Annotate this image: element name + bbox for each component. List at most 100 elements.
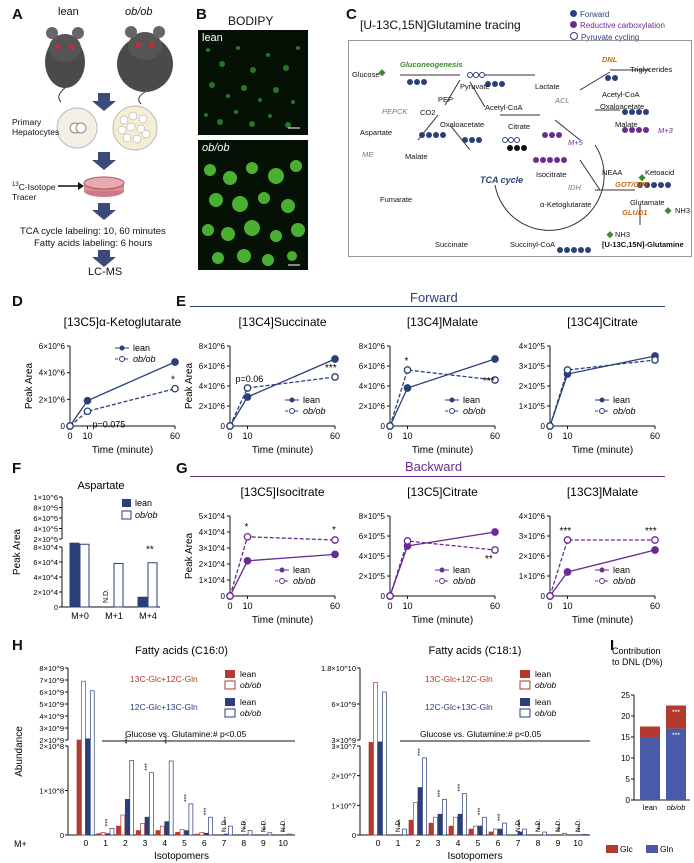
- y-tick-label: 2×10^5: [519, 382, 546, 391]
- x-tick-label: 10: [402, 601, 412, 611]
- x-tick-label: 60: [490, 431, 500, 441]
- bar-13c-glc-lean: [195, 833, 200, 836]
- lean-label: lean: [58, 6, 79, 18]
- y-tick-label: 4×10^4: [199, 528, 226, 537]
- chart-title: [13C5]Citrate: [407, 485, 478, 499]
- panel-a: A lean ob/ob: [0, 0, 190, 285]
- bar-13c-gln-ob-ob: [287, 833, 292, 836]
- x-tick-label: 6: [496, 838, 501, 848]
- bar-obob: [79, 543, 90, 608]
- data-point: [651, 536, 659, 544]
- bar-13c-glc-ob-ob: [493, 828, 498, 836]
- node-acetylcoa: Acetyl-CoA: [485, 103, 523, 112]
- y-tick-label: 3×10^5: [519, 362, 546, 371]
- legend-swatch: [520, 698, 530, 706]
- legend-swatch: [519, 680, 531, 690]
- node-malate: Malate: [405, 152, 428, 161]
- y-tick-label: 3×10^9: [39, 724, 64, 733]
- carbon-dots: [378, 69, 672, 253]
- arrow-down-icon: [92, 152, 116, 170]
- bar-13c-glc-ob-ob: [433, 816, 438, 836]
- bar-13c-glc-lean: [175, 831, 180, 836]
- data-point: [226, 422, 234, 430]
- series-line-obob: [389, 369, 496, 427]
- arrow-down-icon: [92, 93, 116, 111]
- x-tick-label: 10: [562, 431, 572, 441]
- significance: ***: [124, 736, 131, 744]
- annotation: *: [405, 356, 409, 367]
- data-point: [491, 528, 499, 536]
- legend-lean-marker: [439, 567, 445, 573]
- node-succinate: Succinate: [435, 240, 468, 249]
- node-ketoacid: Ketoacid: [645, 168, 675, 177]
- annotation: p=0.06: [236, 374, 264, 384]
- bar-13c-glc-lean: [468, 828, 474, 836]
- obob-micrograph-label: ob/ob: [202, 142, 230, 154]
- petri-dish-obob-icon: [112, 105, 158, 151]
- legend-lean-marker: [599, 567, 605, 573]
- x-tick-label: 8: [536, 838, 541, 848]
- data-point: [491, 376, 499, 384]
- bar-13c-gln-lean: [144, 816, 150, 836]
- x-tick-label: 0: [547, 431, 552, 441]
- y-tick-label: 2×10^5: [359, 572, 386, 581]
- bar-obob: [113, 563, 124, 608]
- y-axis-label: Abundance: [14, 726, 25, 777]
- legend-group-glc: 13C-Glc+12C-Gln: [425, 674, 493, 684]
- annotation: **: [485, 554, 493, 565]
- data-point: [651, 356, 659, 364]
- significance: ***: [537, 822, 544, 830]
- chart-title: [13C5]α-Ketoglutarate: [64, 315, 182, 329]
- significance: ***: [223, 816, 230, 824]
- significance-note: Glucose vs. Glutamine:# p<0.05: [420, 729, 541, 739]
- y-tick-label: 4×10^6: [39, 369, 66, 378]
- y-tick-label: 2×10^4: [33, 588, 58, 597]
- mouse-illustrations: [45, 26, 173, 267]
- annotation: N.D.: [555, 819, 562, 832]
- bar-13c-gln-ob-ob: [188, 803, 194, 836]
- significance: ***: [497, 813, 504, 821]
- y-tick-label: 2×10^6: [519, 552, 546, 561]
- data-point: [83, 396, 92, 405]
- lcms-label: LC-MS: [88, 266, 123, 278]
- data-point: [331, 536, 339, 544]
- y-tick-label: 20: [621, 712, 630, 721]
- x-tick-label: 60: [170, 431, 180, 441]
- significance: ***: [144, 763, 151, 771]
- annotation: **: [146, 544, 154, 555]
- bar-lean: [69, 542, 80, 608]
- pathway-diagram: [348, 40, 692, 257]
- legend-lean-label: lean: [535, 669, 551, 679]
- legend-obob-marker: [279, 578, 285, 584]
- bar-13c-gln-ob-ob: [542, 831, 547, 836]
- bar-13c-glc-lean: [488, 831, 494, 836]
- x-tick-label: 5: [182, 838, 187, 848]
- lean-mouse-icon: [45, 27, 85, 103]
- y-tick-label: 8×10^5: [359, 512, 386, 521]
- y-tick-label: 6×10^6: [359, 362, 386, 371]
- legend-lean-marker: [289, 397, 295, 403]
- annotation: ***: [325, 363, 337, 374]
- x-tick-label: M+0: [71, 611, 89, 621]
- bar-13c-gln-ob-ob: [422, 757, 427, 836]
- data-point: [563, 366, 572, 374]
- node-lactate: Lactate: [535, 82, 560, 91]
- legend-obob-label: ob/ob: [135, 510, 158, 520]
- data-point: [403, 366, 412, 374]
- legend-lean-label: lean: [240, 669, 256, 679]
- bar-13c-gln-ob-ob: [228, 825, 233, 836]
- tracing-title: [U-13C,15N]Glutamine tracing: [360, 18, 521, 32]
- bar-13c-gln-lean: [477, 825, 483, 836]
- bar-lean: [137, 596, 148, 608]
- node-nh3: NH3: [675, 206, 691, 215]
- bar-13c-gln-ob-ob: [582, 834, 587, 836]
- y-tick-label: 15: [621, 733, 630, 742]
- node-oxaloacetate-2: Oxaloacetate: [600, 102, 645, 111]
- y-tick-label: 0: [352, 831, 356, 840]
- y-tick-label: 0: [381, 592, 386, 601]
- x-tick-label: 10: [242, 601, 252, 611]
- y-tick-label: 0: [541, 592, 546, 601]
- chart-title: Fatty acids (C16:0): [135, 645, 228, 657]
